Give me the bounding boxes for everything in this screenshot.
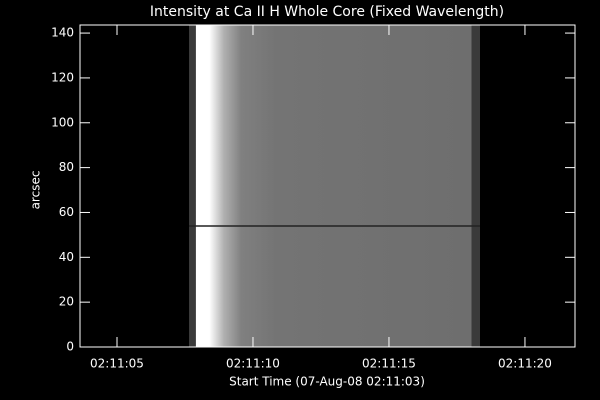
y-axis-label: arcsec <box>29 171 43 210</box>
x-tick-label: 02:11:15 <box>362 357 416 371</box>
chart-title: Intensity at Ca II H Whole Core (Fixed W… <box>150 4 504 20</box>
y-tick-label: 100 <box>51 115 74 129</box>
intensity-image <box>189 25 480 347</box>
x-tick-label: 02:11:10 <box>226 357 280 371</box>
plot-frame <box>79 24 576 348</box>
y-tick-label: 60 <box>59 205 74 219</box>
y-tick-label: 80 <box>59 160 74 174</box>
y-tick-label: 140 <box>51 26 74 40</box>
x-tick-label: 02:11:20 <box>498 357 552 371</box>
y-tick-label: 40 <box>59 250 74 264</box>
x-tick-label: 02:11:05 <box>90 357 144 371</box>
x-axis-label: Start Time (07-Aug-08 02:11:03) <box>229 375 425 389</box>
y-tick-label: 120 <box>51 70 74 84</box>
y-tick-label: 0 <box>66 340 74 354</box>
y-tick-label: 20 <box>59 295 74 309</box>
